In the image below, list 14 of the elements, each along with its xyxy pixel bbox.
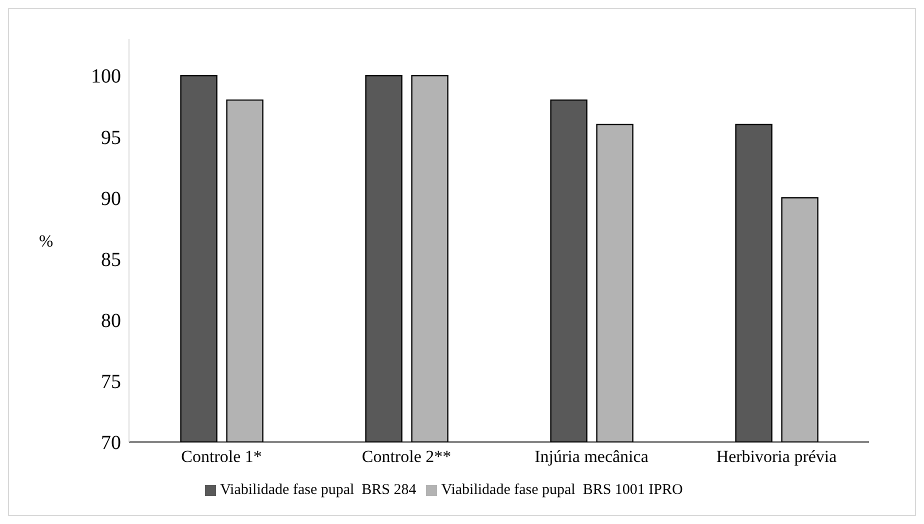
legend-label: Viabilidade fase pupal BRS 1001 IPRO [441,482,683,498]
y-tick-label: 95 [101,126,121,149]
y-tick-label: 100 [91,66,121,88]
y-tick-label: 75 [101,371,121,394]
y-tick-label: 90 [101,188,121,210]
x-tick-label: Controle 1* [181,447,262,466]
y-axis-title: % [39,232,54,251]
x-tick-label: Controle 2** [362,447,452,466]
y-tick-label: 85 [101,248,121,271]
y-tick-label: 70 [101,432,121,454]
y-tick-label: 80 [101,310,121,332]
x-tick-label: Injúria mecânica [534,447,649,466]
x-tick-label: Herbivoria prévia [716,447,838,466]
legend-label: Viabilidade fase pupal BRS 284 [220,482,416,498]
